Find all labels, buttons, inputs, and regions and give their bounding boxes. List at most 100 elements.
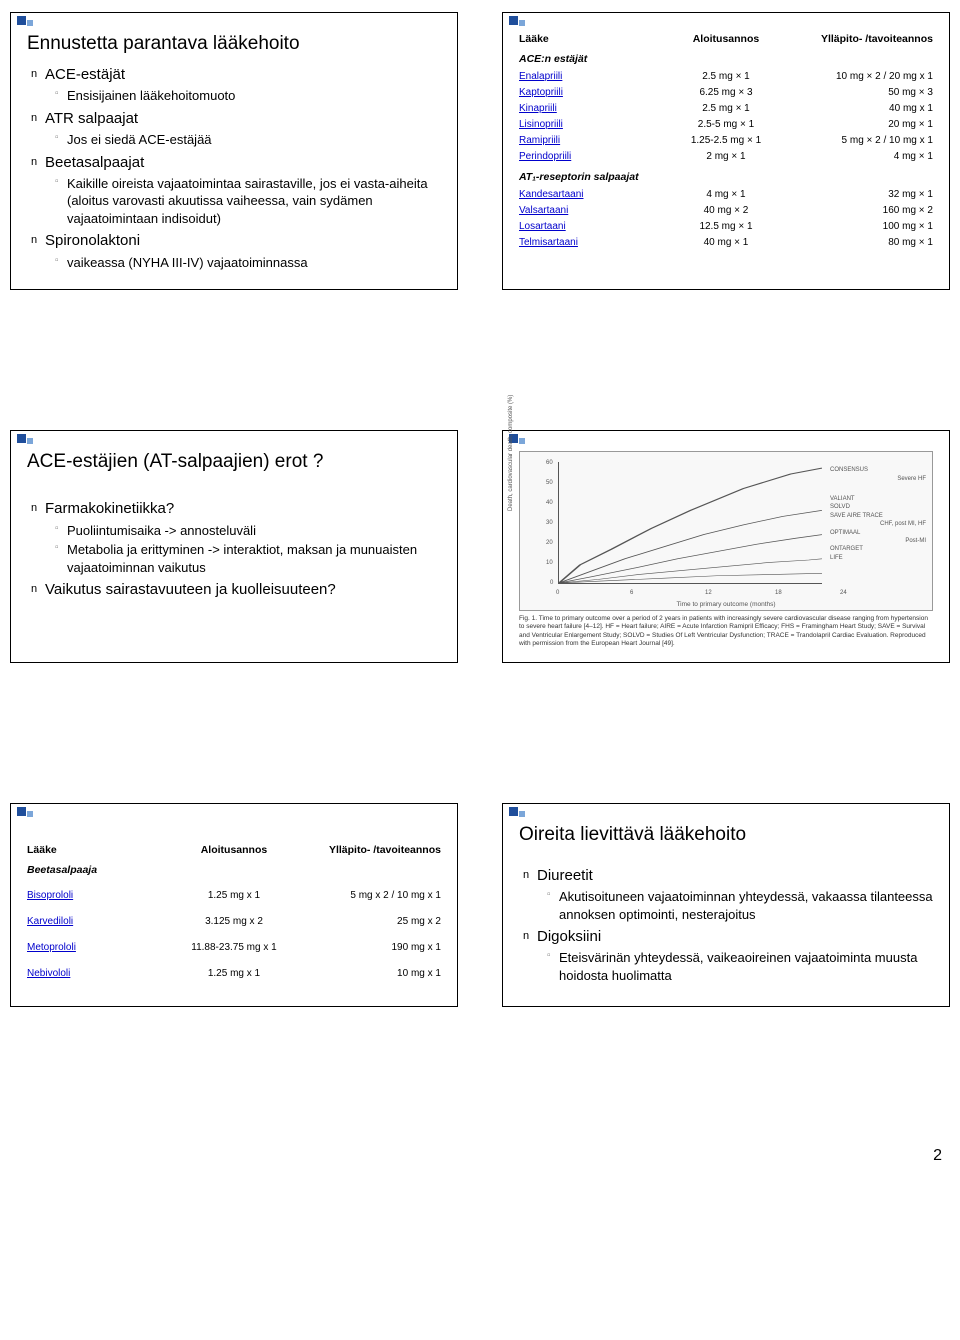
x-tick: 12 bbox=[705, 590, 712, 596]
legend-item: Severe HF bbox=[830, 475, 926, 483]
drug-table: Lääke Aloitusannos Ylläpito- /tavoiteann… bbox=[519, 33, 933, 251]
chart-y-axis-label: Death, cardiovascular death, composite (… bbox=[508, 395, 514, 511]
table-row: Lisinopriili2.5-5 mg × 120 mg × 1 bbox=[519, 117, 933, 133]
sub-item: Jos ei siedä ACE-estäjää bbox=[55, 131, 441, 149]
x-tick: 18 bbox=[775, 590, 782, 596]
y-tick: 0 bbox=[550, 580, 553, 586]
sub-item: Ensisijainen lääkehoitomuoto bbox=[55, 87, 441, 105]
table-header-row: Lääke Aloitusannos Ylläpito- /tavoiteann… bbox=[519, 33, 933, 45]
start-dose: 40 mg × 2 bbox=[668, 203, 784, 219]
sub-item: Kaikille oireista vajaatoimintaa sairast… bbox=[55, 175, 441, 228]
table-row: Nebivololi1.25 mg x 110 mg x 1 bbox=[27, 966, 441, 982]
table-row: Losartaani12.5 mg × 1100 mg × 1 bbox=[519, 219, 933, 235]
y-tick: 10 bbox=[546, 560, 553, 566]
chart-x-axis-label: Time to primary outcome (months) bbox=[520, 601, 932, 608]
drug-table: Lääke Aloitusannos Ylläpito- /tavoiteann… bbox=[27, 844, 441, 982]
slide-titlebar bbox=[11, 804, 457, 818]
start-dose: 6.25 mg × 3 bbox=[668, 85, 784, 101]
x-tick: 0 bbox=[556, 590, 559, 596]
target-dose: 40 mg x 1 bbox=[784, 101, 933, 117]
start-dose: 40 mg × 1 bbox=[668, 235, 784, 251]
slide-title: Ennustetta parantava lääkehoito bbox=[27, 33, 441, 55]
table-row: Metoprololi11.88-23.75 mg x 1190 mg x 1 bbox=[27, 940, 441, 956]
table-row: Enalapriili2.5 mg × 110 mg × 2 / 20 mg x… bbox=[519, 69, 933, 85]
item-label: Farmakokinetiikka? bbox=[45, 500, 174, 517]
bullet-list: ACE-estäjät Ensisijainen lääkehoitomuoto… bbox=[27, 65, 441, 271]
x-tick: 24 bbox=[840, 590, 847, 596]
item-label: Spironolaktoni bbox=[45, 232, 140, 249]
slide-titlebar bbox=[11, 431, 457, 445]
col-drug: Lääke bbox=[27, 844, 176, 856]
sub-item: Akutisoituneen vajaatoiminnan yhteydessä… bbox=[547, 888, 933, 923]
target-dose: 5 mg x 2 / 10 mg x 1 bbox=[292, 888, 441, 904]
chart-legend: CONSENSUS Severe HF VALIANT SOLVD SAVE A… bbox=[830, 466, 926, 562]
slide-title: ACE-estäjien (AT-salpaajien) erot ? bbox=[27, 451, 441, 473]
target-dose: 80 mg × 1 bbox=[784, 235, 933, 251]
y-tick: 20 bbox=[546, 540, 553, 546]
list-item: Farmakokinetiikka? Puoliintumisaika -> a… bbox=[31, 499, 441, 576]
slide-prognosis-drugs: Ennustetta parantava lääkehoito ACE-estä… bbox=[10, 12, 458, 290]
y-tick: 40 bbox=[546, 500, 553, 506]
list-item: Spironolaktoni vaikeassa (NYHA III-IV) v… bbox=[31, 231, 441, 271]
start-dose: 2 mg × 1 bbox=[668, 149, 784, 165]
target-dose: 5 mg × 2 / 10 mg x 1 bbox=[784, 133, 933, 149]
slide-titlebar bbox=[503, 804, 949, 818]
item-label: ACE-estäjät bbox=[45, 66, 125, 83]
table-row: Karvediloli3.125 mg x 225 mg x 2 bbox=[27, 914, 441, 930]
drug-name: Enalapriili bbox=[519, 69, 668, 85]
slide-drug-table-ace: Lääke Aloitusannos Ylläpito- /tavoiteann… bbox=[502, 12, 950, 290]
y-tick: 30 bbox=[546, 520, 553, 526]
target-dose: 10 mg × 2 / 20 mg x 1 bbox=[784, 69, 933, 85]
item-label: ATR salpaajat bbox=[45, 110, 138, 127]
legend-item: CONSENSUS bbox=[830, 466, 926, 474]
drug-name: Kinapriili bbox=[519, 101, 668, 117]
sub-item: Eteisvärinän yhteydessä, vaikeaoireinen … bbox=[547, 949, 933, 984]
y-tick: 60 bbox=[546, 460, 553, 466]
slide-beta-blocker-table: Lääke Aloitusannos Ylläpito- /tavoiteann… bbox=[10, 803, 458, 1007]
slide-titlebar bbox=[11, 13, 457, 27]
item-label: Diureetit bbox=[537, 867, 593, 884]
start-dose: 3.125 mg x 2 bbox=[176, 914, 292, 930]
drug-name: Perindopriili bbox=[519, 149, 668, 165]
outcome-chart: Death, cardiovascular death, composite (… bbox=[519, 451, 933, 611]
target-dose: 32 mg × 1 bbox=[784, 187, 933, 203]
drug-name: Lisinopriili bbox=[519, 117, 668, 133]
list-item: Beetasalpaajat Kaikille oireista vajaato… bbox=[31, 153, 441, 228]
group-title: AT₁-reseptorin salpaajat bbox=[519, 171, 933, 183]
target-dose: 100 mg × 1 bbox=[784, 219, 933, 235]
list-item: Diureetit Akutisoituneen vajaatoiminnan … bbox=[523, 866, 933, 923]
group-title: ACE:n estäjät bbox=[519, 53, 933, 65]
legend-item: VALIANT bbox=[830, 495, 926, 503]
col-start: Aloitusannos bbox=[176, 844, 292, 856]
start-dose: 12.5 mg × 1 bbox=[668, 219, 784, 235]
col-drug: Lääke bbox=[519, 33, 668, 45]
start-dose: 11.88-23.75 mg x 1 bbox=[176, 940, 292, 956]
page-number: 2 bbox=[10, 1147, 960, 1165]
target-dose: 20 mg × 1 bbox=[784, 117, 933, 133]
drug-name: Bisoprololi bbox=[27, 888, 176, 904]
legend-item: LIFE bbox=[830, 554, 926, 562]
drug-name: Losartaani bbox=[519, 219, 668, 235]
target-dose: 50 mg × 3 bbox=[784, 85, 933, 101]
chart-caption: Fig. 1. Time to primary outcome over a p… bbox=[519, 615, 933, 648]
col-target: Ylläpito- /tavoiteannos bbox=[292, 844, 441, 856]
drug-name: Karvediloli bbox=[27, 914, 176, 930]
legend-item: SAVE AIRE TRACE bbox=[830, 512, 926, 520]
target-dose: 4 mg × 1 bbox=[784, 149, 933, 165]
sub-item: Metabolia ja erittyminen -> interaktiot,… bbox=[55, 541, 441, 576]
item-label: Vaikutus sairastavuuteen ja kuolleisuute… bbox=[45, 581, 336, 598]
drug-name: Nebivololi bbox=[27, 966, 176, 982]
chart-plot-area bbox=[558, 462, 822, 584]
item-label: Beetasalpaajat bbox=[45, 154, 144, 171]
table-row: Valsartaani40 mg × 2160 mg × 2 bbox=[519, 203, 933, 219]
sub-item: vaikeassa (NYHA III-IV) vajaatoiminnassa bbox=[55, 254, 441, 272]
drug-name: Kaptopriili bbox=[519, 85, 668, 101]
legend-item: Post-MI bbox=[830, 537, 926, 545]
list-item: ACE-estäjät Ensisijainen lääkehoitomuoto bbox=[31, 65, 441, 105]
table-row: Kinapriili2.5 mg × 140 mg x 1 bbox=[519, 101, 933, 117]
col-target: Ylläpito- /tavoiteannos bbox=[784, 33, 933, 45]
legend-item: SOLVD bbox=[830, 503, 926, 511]
table-row: Telmisartaani40 mg × 180 mg × 1 bbox=[519, 235, 933, 251]
start-dose: 2.5-5 mg × 1 bbox=[668, 117, 784, 133]
item-label: Digoksiini bbox=[537, 928, 601, 945]
